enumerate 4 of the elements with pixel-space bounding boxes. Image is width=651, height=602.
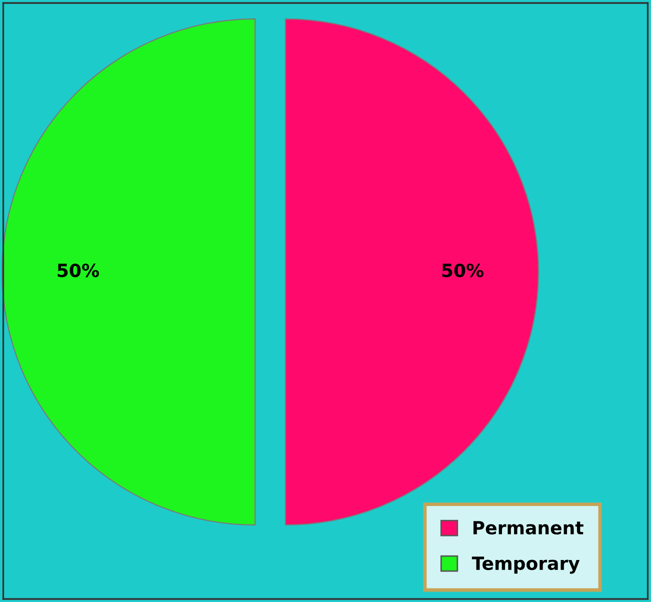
legend-label: Temporary [472, 556, 580, 574]
data-label: 50% [442, 264, 484, 278]
data-label: 50% [58, 264, 100, 278]
legend-label: Permanent [473, 521, 584, 535]
